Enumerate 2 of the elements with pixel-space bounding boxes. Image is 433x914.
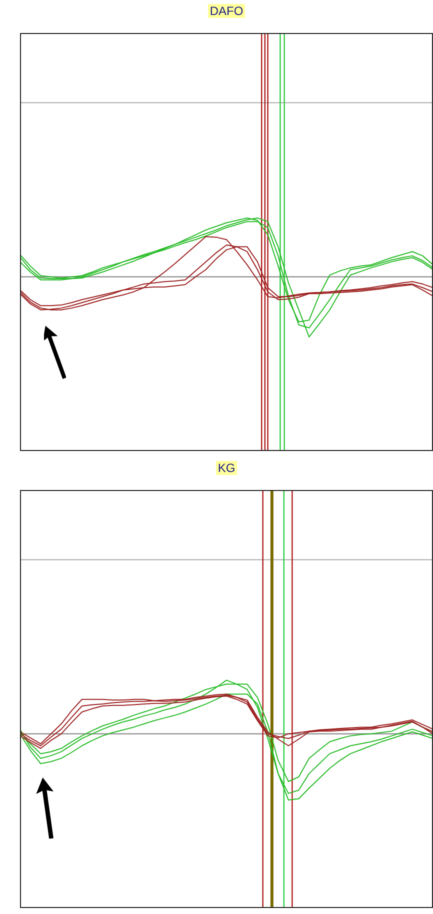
chart-title: KG (216, 461, 238, 475)
chart-title: DAFO (208, 4, 246, 18)
